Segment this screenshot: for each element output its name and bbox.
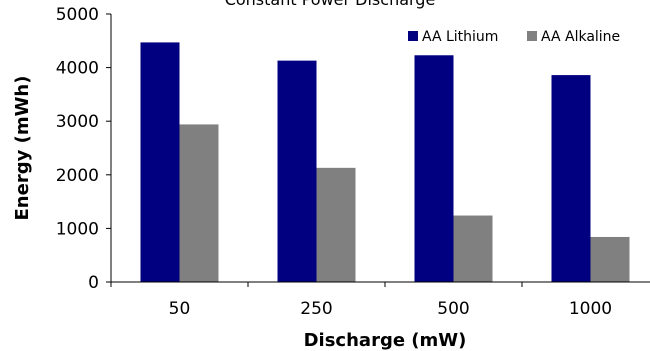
bar-aa-lithium-50 xyxy=(140,42,180,282)
x-tick-label: 1000 xyxy=(569,299,612,319)
x-ticks-group: 50 250 500 1000 xyxy=(110,282,612,319)
legend-swatch-aa-alkaline xyxy=(527,31,537,41)
y-tick-label: 1000 xyxy=(56,219,99,239)
bar-aa-lithium-1000 xyxy=(551,75,591,282)
x-axis-label: Discharge (mW) xyxy=(304,330,467,351)
bars-group xyxy=(140,42,630,282)
chart-title: Constant Power Discharge xyxy=(225,0,436,9)
legend-label-aa-alkaline: AA Alkaline xyxy=(541,29,620,45)
y-tick-label: 5000 xyxy=(56,5,99,25)
y-ticks-group: 0 1000 2000 3000 4000 5000 xyxy=(56,5,111,293)
y-tick-label: 3000 xyxy=(56,112,99,132)
y-tick-label: 2000 xyxy=(56,166,99,186)
bar-aa-lithium-500 xyxy=(414,55,454,282)
bar-aa-alkaline-1000 xyxy=(590,236,630,282)
bar-aa-alkaline-250 xyxy=(316,167,356,282)
bar-aa-lithium-250 xyxy=(277,60,317,282)
y-tick-label: 0 xyxy=(88,273,99,293)
x-tick-label: 500 xyxy=(437,299,469,319)
y-tick-label: 4000 xyxy=(56,59,99,79)
y-axis-label: Energy (mWh) xyxy=(12,76,33,221)
legend: AA Lithium AA Alkaline xyxy=(408,29,620,45)
legend-label-aa-lithium: AA Lithium xyxy=(422,29,498,45)
bar-aa-alkaline-500 xyxy=(453,215,493,282)
bar-aa-alkaline-50 xyxy=(179,124,219,282)
x-tick-label: 50 xyxy=(169,299,191,319)
x-tick-label: 250 xyxy=(300,299,332,319)
legend-swatch-aa-lithium xyxy=(408,31,418,41)
